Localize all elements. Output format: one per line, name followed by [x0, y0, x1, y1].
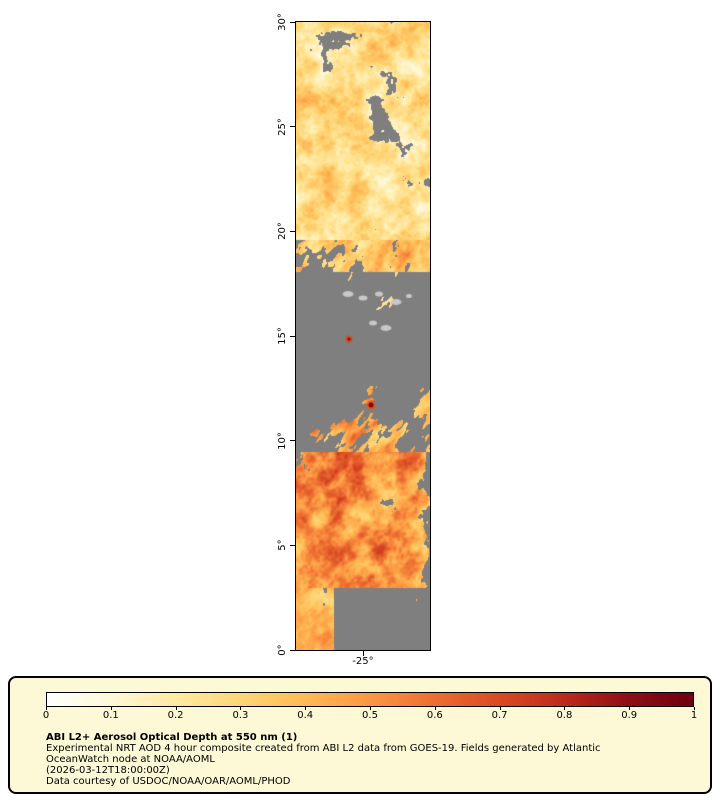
colorbar-tick-label: 0.4 [297, 710, 314, 721]
lon-tick-label: -25° [352, 656, 374, 667]
colorbar-tickmark [564, 707, 566, 710]
legend-box: 0 0.1 0.2 0.3 0.4 0.5 0.6 0.7 0.8 0.9 1 ABI L2+ Ae… [8, 676, 712, 794]
colorbar-ticks: 0 0.1 0.2 0.3 0.4 0.5 0.6 0.7 0.8 0.9 1 [42, 707, 698, 723]
legend-line-description-2: OceanWatch node at NOAA/AOML [46, 754, 215, 765]
colorbar-tickmark [370, 707, 371, 710]
lat-tick-label: 30° [277, 13, 288, 31]
colorbar-tickmark [175, 707, 177, 710]
colorbar-tick-label: 0.6 [426, 710, 443, 721]
lat-tickmark [290, 440, 295, 442]
colorbar-tick-label: 0.1 [102, 710, 119, 721]
colorbar-tickmark [499, 707, 501, 710]
colorbar-tick-label: 1 [690, 710, 698, 721]
colorbar [46, 692, 694, 707]
lat-tick-label: 20° [277, 222, 288, 241]
colorbar-tickmark [46, 707, 47, 710]
colorbar-tick-label: 0.2 [167, 710, 184, 721]
lat-tickmark [290, 544, 295, 546]
colorbar-tick-label: 0.5 [362, 710, 378, 721]
legend-title: ABI L2+ Aerosol Optical Depth at 550 nm … [46, 732, 298, 743]
colorbar-tickmark [110, 707, 112, 710]
lat-tickmark [290, 126, 295, 128]
colorbar-tick-label: 0.3 [232, 710, 249, 721]
colorbar-tickmark [434, 707, 436, 710]
colorbar-tick-label: 0.9 [621, 710, 638, 721]
colorbar-tick-label: 0 [42, 710, 50, 721]
lat-tick-label: 5° [277, 539, 288, 552]
lat-tick-label: 15° [277, 327, 288, 345]
colorbar-tick-label: 0.7 [491, 710, 508, 721]
lat-tickmark [290, 335, 295, 337]
colorbar-tickmark [694, 707, 695, 710]
colorbar-tickmark [629, 707, 631, 710]
lat-tickmark [290, 649, 295, 651]
legend-text: ABI L2+ Aerosol Optical Depth at 550 nm … [46, 732, 698, 787]
lat-tickmark [290, 230, 295, 232]
lat-tick-label: 0° [277, 644, 288, 656]
lat-tick-label: 25° [277, 117, 288, 136]
legend-line-courtesy: Data courtesy of USDOC/NOAA/OAR/AOML/PHO… [46, 776, 291, 787]
colorbar-tickmark [240, 707, 242, 710]
aod-map-canvas [296, 22, 430, 650]
legend-line-timestamp: (2026-03-12T18:00:00Z) [46, 765, 170, 776]
colorbar-tickmark [305, 707, 307, 710]
colorbar-tick-label: 0.8 [556, 710, 573, 721]
lat-tick-label: 10° [277, 431, 288, 450]
legend-line-description-1: Experimental NRT AOD 4 hour composite cr… [46, 743, 601, 754]
map-frame [295, 21, 431, 651]
lon-tickmark [362, 651, 364, 656]
lat-tickmark [290, 21, 295, 23]
